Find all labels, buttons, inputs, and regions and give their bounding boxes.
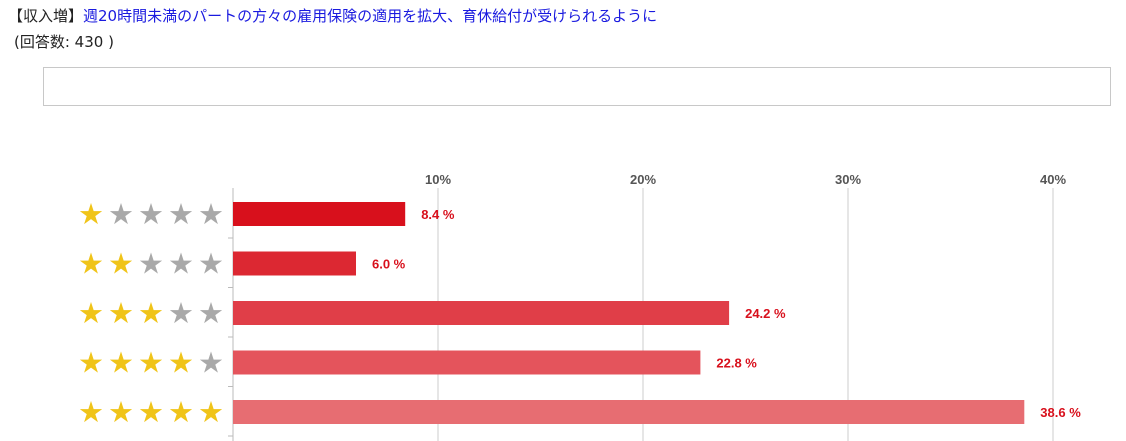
star-filled-icon: ★ [78, 296, 104, 330]
bar [233, 202, 406, 226]
star-filled-icon: ★ [78, 346, 104, 380]
bar-value-label: 22.8 % [716, 356, 757, 371]
star-filled-icon: ★ [138, 296, 164, 330]
rating-bar-chart: 10% 20% 30% 40%8.4 %★ ★ ★ ★ ★6.0 %★ ★ ★ ★ ★24.2 %★ ★… [78, 172, 1081, 441]
bar-value-label: 38.6 % [1040, 405, 1081, 420]
response-count: (回答数: 430 ) [14, 33, 114, 51]
bar [233, 251, 356, 276]
bar-value-label: 24.2 % [745, 306, 786, 321]
x-tick-label: 10% [425, 172, 451, 187]
bar [233, 301, 730, 325]
star-filled-icon: ★ [138, 395, 164, 429]
star-empty-icon: ★ [108, 197, 134, 231]
star-filled-icon: ★ [78, 197, 104, 231]
bar-value-label: 6.0 % [372, 257, 406, 272]
question-header: 【収入増】週20時間未満のパートの方々の雇用保険の適用を拡大、育休給付が受けられ… [8, 5, 657, 27]
star-filled-icon: ★ [78, 247, 104, 281]
x-tick-label: 30% [835, 172, 861, 187]
star-filled-icon: ★ [108, 247, 134, 281]
bar-value-label: 8.4 % [421, 207, 455, 222]
star-empty-icon: ★ [168, 197, 194, 231]
star-filled-icon: ★ [78, 395, 104, 429]
comment-box[interactable] [43, 67, 1111, 106]
x-tick-label: 40% [1040, 172, 1066, 187]
star-filled-icon: ★ [108, 346, 134, 380]
star-empty-icon: ★ [198, 197, 224, 231]
star-empty-icon: ★ [168, 296, 194, 330]
star-empty-icon: ★ [198, 296, 224, 330]
star-empty-icon: ★ [198, 346, 224, 380]
star-empty-icon: ★ [138, 247, 164, 281]
question-tag: 【収入増】 [8, 7, 84, 25]
star-empty-icon: ★ [198, 247, 224, 281]
star-filled-icon: ★ [108, 395, 134, 429]
x-tick-label: 20% [630, 172, 656, 187]
star-filled-icon: ★ [168, 346, 194, 380]
star-filled-icon: ★ [138, 346, 164, 380]
question-title: 週20時間未満のパートの方々の雇用保険の適用を拡大、育休給付が受けられるように [83, 7, 658, 25]
star-filled-icon: ★ [168, 395, 194, 429]
bar [233, 400, 1025, 424]
bar [233, 350, 701, 375]
star-empty-icon: ★ [168, 247, 194, 281]
star-empty-icon: ★ [138, 197, 164, 231]
star-filled-icon: ★ [108, 296, 134, 330]
star-filled-icon: ★ [198, 395, 224, 429]
